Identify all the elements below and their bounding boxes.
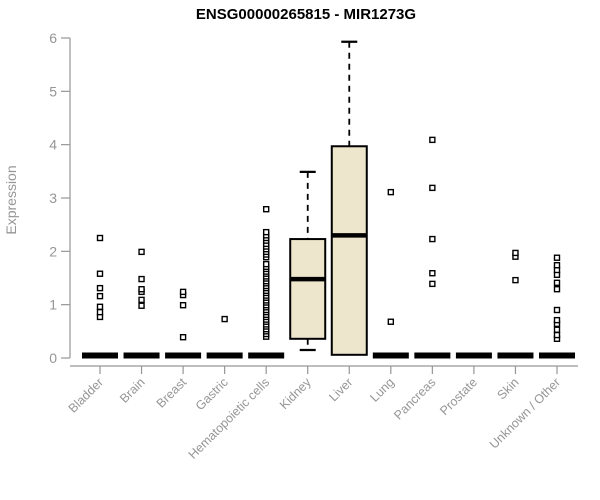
outlier-point: [553, 331, 561, 339]
outlier-point: [429, 235, 436, 243]
boxplot-lung: [372, 188, 409, 359]
boxplot-brain: [123, 248, 160, 359]
boxplot-gastric: [206, 315, 243, 359]
outlier-point: [179, 334, 187, 341]
x-category-label: Brain: [117, 375, 148, 406]
y-tick-label: 5: [49, 83, 57, 99]
x-category-label: Kidney: [277, 375, 314, 412]
outlier-point: [96, 234, 104, 242]
outlier-point: [138, 286, 145, 293]
outlier-point: [387, 188, 395, 196]
outlier-point: [262, 205, 270, 213]
collapsed-box-bar: [82, 352, 118, 359]
collapsed-box-bar: [455, 352, 492, 359]
collapsed-box-bar: [497, 352, 534, 359]
x-category-label: Unknown / Other: [487, 375, 563, 451]
outlier-point: [429, 280, 436, 288]
outlier-point: [553, 286, 561, 293]
outlier-point: [96, 284, 104, 292]
y-tick-label: 3: [49, 190, 57, 206]
boxplot-skin: [497, 249, 534, 359]
outlier-point: [553, 326, 561, 333]
outlier-point: [221, 315, 228, 323]
outlier-point: [262, 228, 270, 236]
y-tick-label: 6: [49, 30, 57, 46]
outlier-point: [138, 275, 145, 283]
outlier-point: [96, 308, 104, 316]
outlier-point: [553, 306, 561, 314]
y-tick-label: 2: [49, 243, 57, 259]
outlier-point: [96, 303, 104, 310]
collapsed-box-bar: [165, 352, 202, 359]
box-iqr: [289, 238, 327, 340]
x-category-label: Breast: [154, 375, 190, 411]
x-category-label: Lung: [367, 375, 397, 405]
outlier-point: [138, 248, 145, 256]
outlier-point: [262, 260, 270, 268]
x-category-label: Liver: [326, 375, 355, 404]
outlier-point: [553, 254, 561, 261]
x-category-label: Hematopoietic cells: [186, 375, 273, 462]
outlier-point: [553, 316, 561, 324]
outlier-point: [512, 249, 519, 257]
outlier-point: [387, 318, 395, 325]
collapsed-box-bar: [414, 352, 451, 359]
collapsed-box-bar: [206, 352, 243, 359]
y-tick-label: 4: [49, 137, 57, 153]
boxplot-bladder: [82, 234, 118, 359]
boxplot-liver: [330, 40, 368, 356]
boxplot-kidney: [289, 170, 327, 352]
outlier-point: [138, 296, 145, 304]
outlier-point: [553, 279, 561, 286]
collapsed-box-bar: [372, 352, 409, 359]
x-category-label: Prostate: [437, 375, 480, 418]
box-iqr: [330, 145, 368, 356]
outlier-point: [179, 302, 187, 309]
outlier-point: [512, 276, 519, 284]
boxplot-pancreas: [414, 136, 451, 359]
chart-title: ENSG00000265815 - MIR1273G: [196, 6, 416, 23]
boxplot-breast: [165, 288, 202, 359]
boxplot-hematopoietic-cells: [248, 205, 285, 359]
outlier-point: [179, 288, 187, 296]
box-marks: [82, 40, 575, 359]
boxplot-prostate: [455, 352, 492, 359]
outlier-point: [429, 270, 436, 277]
boxplot-unknown-other: [539, 254, 575, 359]
outlier-point: [96, 270, 104, 277]
x-category-label: Pancreas: [391, 375, 438, 422]
outlier-point: [553, 262, 561, 269]
x-category-label: Gastric: [193, 375, 231, 413]
y-tick-label: 0: [49, 350, 57, 366]
outlier-point: [429, 184, 436, 192]
y-axis-label: Expression: [3, 165, 19, 234]
collapsed-box-bar: [123, 352, 160, 359]
collapsed-box-bar: [539, 352, 575, 359]
outlier-point: [429, 136, 436, 144]
collapsed-box-bar: [248, 352, 285, 359]
x-category-label: Bladder: [66, 375, 106, 415]
x-category-label: Skin: [494, 375, 521, 402]
y-tick-label: 1: [49, 297, 57, 313]
outlier-point: [96, 292, 104, 300]
outlier-point: [138, 302, 145, 309]
